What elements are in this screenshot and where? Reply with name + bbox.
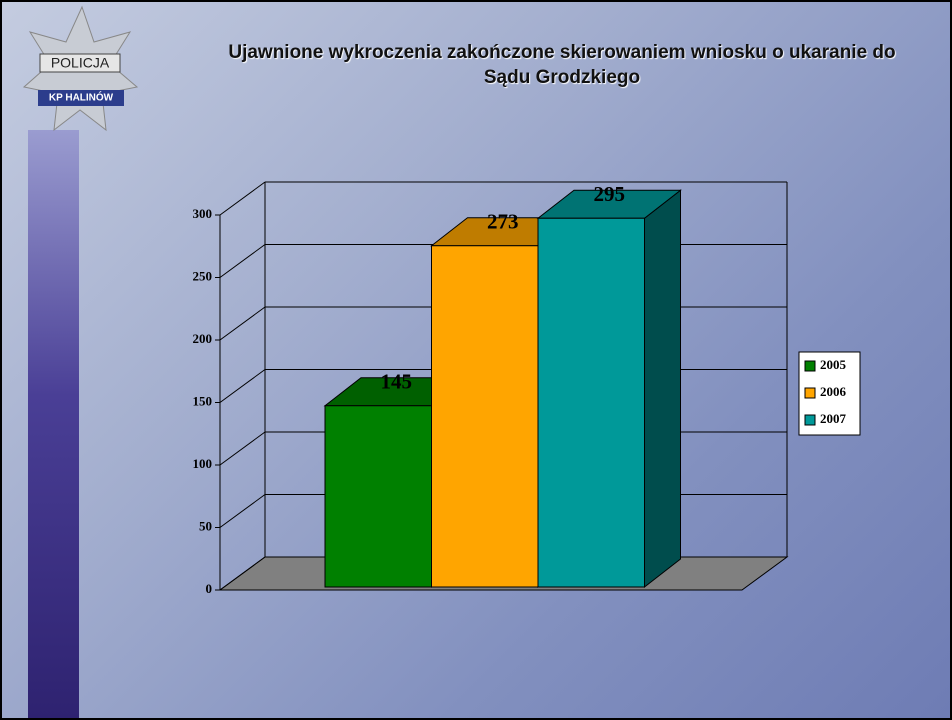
value-label: 145 bbox=[381, 370, 413, 394]
grid-line bbox=[219, 369, 266, 403]
bar bbox=[537, 217, 645, 588]
logo: POLICJA KP HALINÓW bbox=[22, 5, 139, 132]
grid-line bbox=[219, 181, 266, 216]
side-strip bbox=[28, 130, 79, 718]
y-tick-label: 150 bbox=[193, 393, 213, 408]
grid-line bbox=[219, 431, 266, 466]
value-label: 273 bbox=[487, 210, 519, 234]
legend-swatch bbox=[804, 414, 816, 426]
legend-label: 2006 bbox=[820, 384, 847, 399]
y-tick-label: 0 bbox=[206, 581, 213, 596]
y-tick-label: 100 bbox=[193, 456, 213, 471]
y-tick-label: 50 bbox=[199, 518, 212, 533]
bar-side bbox=[644, 189, 681, 589]
chart-title: Ujawnione wykroczenia zakończone skierow… bbox=[228, 42, 896, 88]
value-label: 295 bbox=[594, 182, 626, 206]
y-tick-label: 200 bbox=[193, 331, 213, 346]
grid-line bbox=[219, 244, 266, 278]
logo-plate bbox=[39, 53, 121, 73]
logo-text: KP HALINÓW bbox=[49, 91, 114, 104]
legend-swatch bbox=[804, 387, 816, 399]
logo-text: POLICJA bbox=[51, 55, 110, 71]
legend-label: 2005 bbox=[820, 357, 847, 372]
bar bbox=[431, 245, 539, 588]
y-tick-label: 250 bbox=[193, 268, 213, 283]
grid-line bbox=[219, 556, 266, 591]
grid-line bbox=[219, 494, 266, 528]
bar bbox=[324, 405, 432, 588]
legend-swatch bbox=[804, 360, 816, 372]
grid-line bbox=[219, 306, 266, 341]
logo-band bbox=[38, 90, 124, 106]
legend-label: 2007 bbox=[820, 411, 847, 426]
y-tick-label: 300 bbox=[193, 206, 213, 221]
